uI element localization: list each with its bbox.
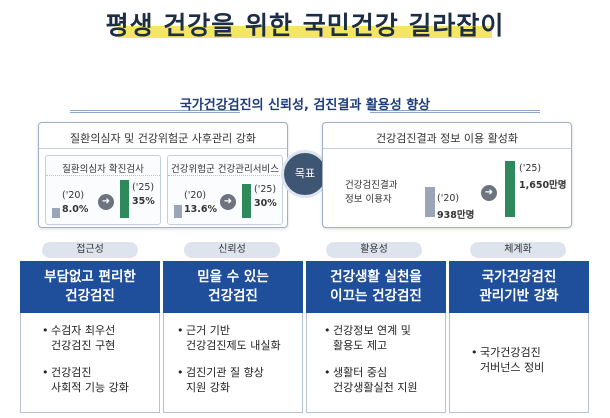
column-head-line1: 믿을 수 있는 xyxy=(197,269,269,285)
health-service-title: 건강위험군 건강관리서비스 xyxy=(168,156,282,176)
list-item-line: 사회적 기능 강화 xyxy=(51,381,129,394)
column-body-accessibility: 수검자 최우선 건강검진 구현 건강검진 사회적 기능 강화 xyxy=(20,313,160,413)
info-user-label-line2: 정보 이용자 xyxy=(345,194,392,205)
confirm-before-year: ('20) xyxy=(62,190,85,201)
right-goal-panel: 건강검진결과 정보 이용 활성화 건강검진결과 정보 이용자 ('20) 938… xyxy=(322,122,572,228)
list-item-line: 활용도 제고 xyxy=(333,339,388,352)
info-before-bar xyxy=(425,187,435,217)
list-item-line: 건강정보 연계 및 xyxy=(333,324,411,337)
list-item: 건강검진 사회적 기능 강화 xyxy=(42,365,129,395)
column-body-reliability: 근거 기반 건강검진제도 내실화 검진기관 질 향상 지원 강화 xyxy=(163,313,303,413)
service-after-bar xyxy=(242,184,251,218)
info-after-value: 1,650만명 xyxy=(519,180,567,191)
info-after-year: ('25) xyxy=(519,163,542,174)
confirm-after-year: ('25) xyxy=(132,182,155,193)
service-after-year: ('25) xyxy=(254,184,277,195)
column-body-usability: 건강정보 연계 및 활용도 제고 생활터 중심 건강생활실천 지원 xyxy=(306,313,446,413)
service-before-bar xyxy=(174,205,182,218)
list-item-line: 건강검진 구현 xyxy=(51,339,116,352)
list-item-line: 생활터 중심 xyxy=(333,366,388,379)
subtitle: 국가건강검진의 신뢰성, 검진결과 활용성 향상 xyxy=(179,98,431,113)
subtitle-rule-left xyxy=(70,110,240,113)
column-head-line2: 건강검진 xyxy=(65,288,115,304)
list-item-line: 근거 기반 xyxy=(186,324,230,337)
column-head-line1: 국가건강검진 xyxy=(481,269,557,285)
list-item: 검진기관 질 향상 지원 강화 xyxy=(177,365,264,395)
confirm-before-bar xyxy=(52,208,60,218)
page-title: 평생 건강을 위한 국민건강 길라잡이 xyxy=(105,11,505,40)
list-item-line: 건강검진제도 내실화 xyxy=(186,339,281,352)
list-item-line: 건강생활실천 지원 xyxy=(333,381,418,394)
list-item-line: 건강검진 xyxy=(51,366,92,379)
title-highlight xyxy=(118,26,492,38)
info-before-year: ('20) xyxy=(437,193,460,204)
column-head-usability: 건강생활 실천을 이끄는 건강검진 xyxy=(306,261,446,313)
list-item-line: 수검자 최우선 xyxy=(51,324,116,337)
list-item: 수검자 최우선 건강검진 구현 xyxy=(42,323,116,353)
list-item: 건강정보 연계 및 활용도 제고 xyxy=(324,323,411,353)
column-head-reliability: 믿을 수 있는 건강검진 xyxy=(163,261,303,313)
column-head-line1: 건강생활 실천을 xyxy=(330,269,422,285)
column-head-accessibility: 부담없고 편리한 건강검진 xyxy=(20,261,160,313)
health-service-box: 건강위험군 건강관리서비스 ('20) 13.6% ➜ ('25) 30% xyxy=(167,155,283,225)
column-head-line2: 관리기반 강화 xyxy=(479,288,559,304)
arrow-right-icon: ➜ xyxy=(220,194,236,210)
subtitle-rule-right xyxy=(370,110,540,113)
service-before-value: 13.6% xyxy=(184,204,217,215)
left-panel-heading: 질환의심자 및 건강위험군 사후관리 강화 xyxy=(39,123,287,149)
tag-accessibility: 접근성 xyxy=(42,242,138,258)
list-item-line: 거버넌스 정비 xyxy=(480,361,545,374)
column-head-line2: 건강검진 xyxy=(208,288,258,304)
column-body-systematization: 국가건강검진 거버넌스 정비 xyxy=(449,313,589,413)
column-head-line2: 이끄는 건강검진 xyxy=(330,288,422,304)
tag-systematization: 체계화 xyxy=(470,242,566,258)
tag-reliability: 신뢰성 xyxy=(184,242,280,258)
tag-usability: 활용성 xyxy=(326,242,422,258)
arrow-right-icon: ➜ xyxy=(481,185,497,201)
list-item-line: 검진기관 질 향상 xyxy=(186,366,264,379)
column-head-line1: 부담없고 편리한 xyxy=(44,269,136,285)
list-item: 생활터 중심 건강생활실천 지원 xyxy=(324,365,418,395)
service-before-year: ('20) xyxy=(184,190,207,201)
list-item-line: 지원 강화 xyxy=(186,381,230,394)
info-user-label-line1: 건강검진결과 xyxy=(345,180,398,191)
list-item: 국가건강검진 거버넌스 정비 xyxy=(471,345,545,375)
service-after-value: 30% xyxy=(254,198,277,209)
confirm-after-bar xyxy=(120,180,129,218)
info-after-bar xyxy=(505,161,515,217)
info-before-value: 938만명 xyxy=(437,210,475,221)
list-item-line: 국가건강검진 xyxy=(480,346,541,359)
confirm-before-value: 8.0% xyxy=(62,204,89,215)
confirm-test-title: 질환의심자 확진검사 xyxy=(46,156,160,176)
confirm-after-value: 35% xyxy=(132,196,155,207)
list-item: 근거 기반 건강검진제도 내실화 xyxy=(177,323,281,353)
confirm-test-box: 질환의심자 확진검사 ('20) 8.0% ➜ ('25) 35% xyxy=(45,155,161,225)
column-head-systematization: 국가건강검진 관리기반 강화 xyxy=(449,261,589,313)
right-panel-heading: 건강검진결과 정보 이용 활성화 xyxy=(323,123,571,149)
arrow-right-icon: ➜ xyxy=(98,194,114,210)
left-goal-panel: 질환의심자 및 건강위험군 사후관리 강화 질환의심자 확진검사 ('20) 8… xyxy=(38,122,288,228)
